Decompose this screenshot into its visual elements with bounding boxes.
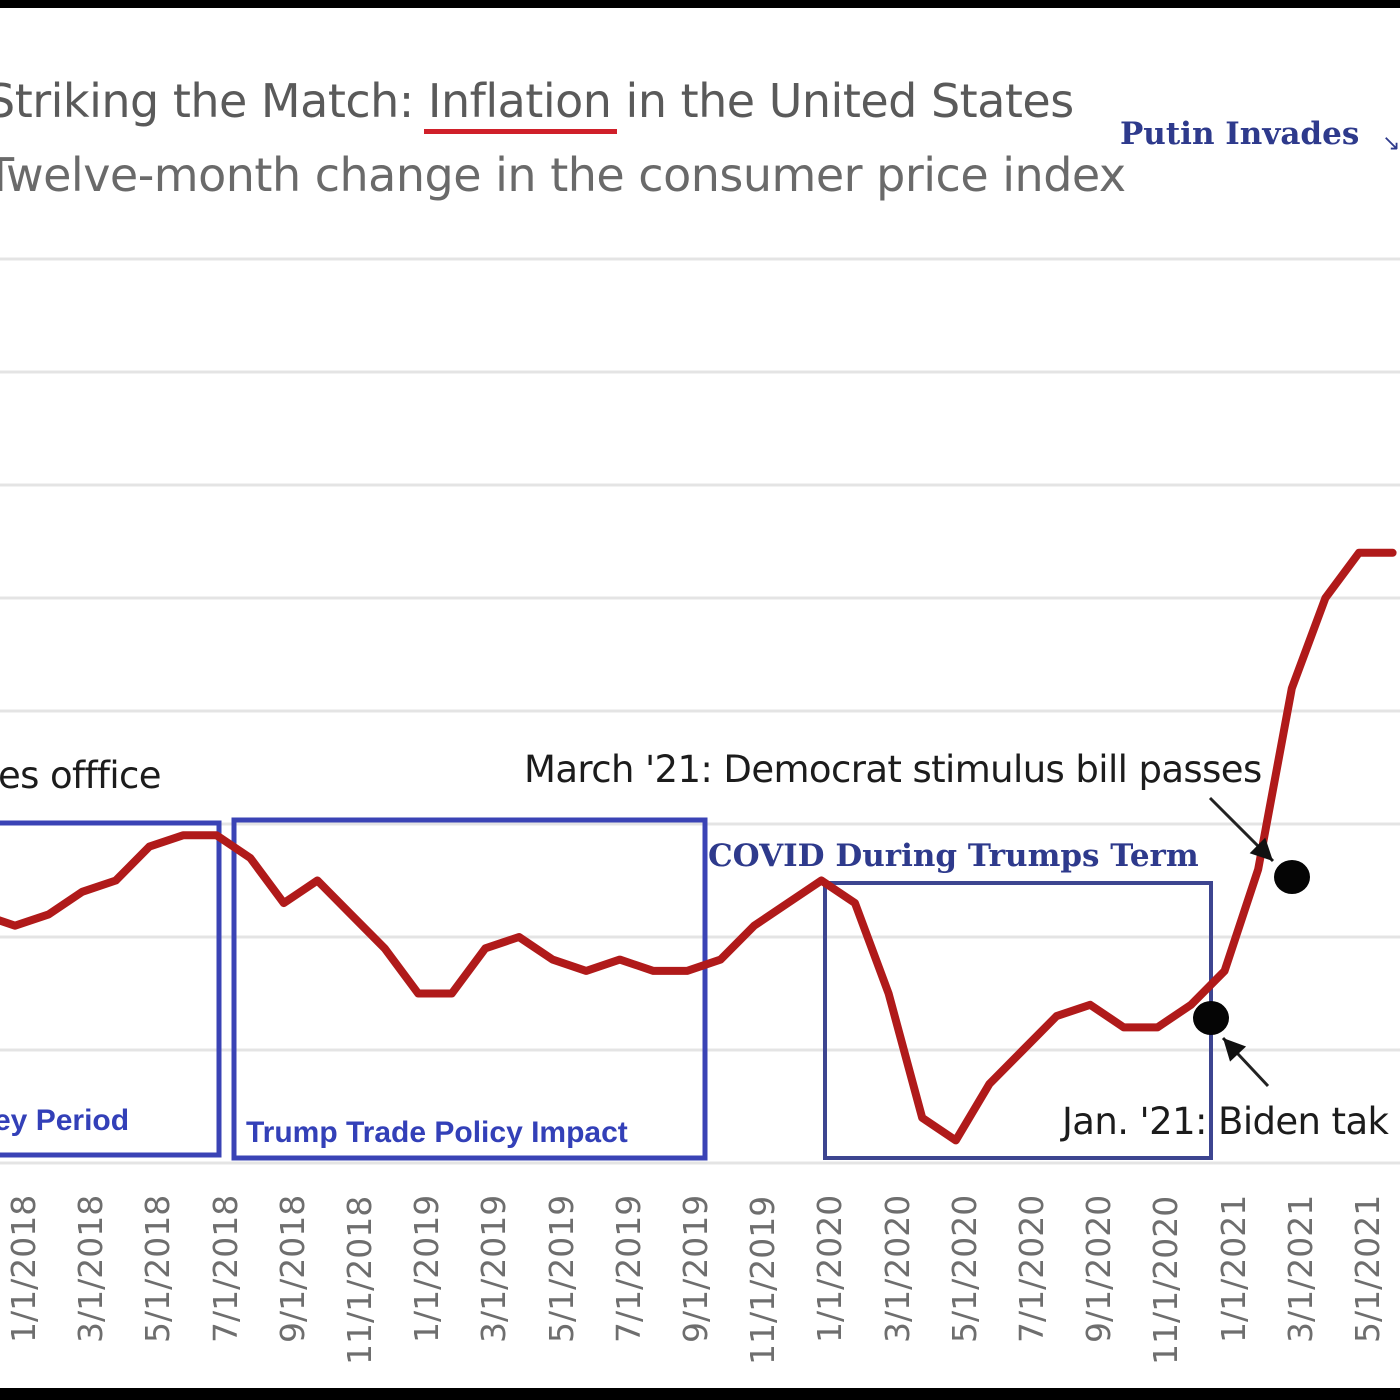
subtitle-text: Twelve-month change in the consumer pric… [0,148,1126,202]
chart-subtitle: Twelve-month change in the consumer pric… [0,148,1126,202]
x-tick-label: 7/1/2020 [1012,1194,1051,1343]
data-point-6-1-2018 [182,834,184,836]
period-box-1 [231,817,708,1161]
box-label-period: ey Period [0,1104,130,1137]
x-tick-label: 7/1/2019 [608,1194,648,1343]
x-tick-label: 3/1/2018 [71,1194,111,1343]
data-point-3-1-2019 [484,947,486,949]
chart-title: Striking the Match: Inflation in the Uni… [0,74,1074,128]
data-point-10-1-2020 [1123,1026,1125,1028]
data-point-7-1-2018 [216,834,218,836]
series-points [14,552,1394,1141]
x-tick-label: 1/1/2021 [1213,1194,1253,1343]
data-point-9-1-2019 [686,970,688,972]
box-label-trade: Trump Trade Policy Impact [246,1116,628,1149]
x-tick-label: 1/1/2019 [407,1194,447,1343]
data-point-5-1-2021 [1358,552,1360,554]
x-tick-label: 5/1/2021 [1348,1194,1387,1343]
data-point-12-1-2020 [1190,1004,1192,1006]
data-point-4-1-2021 [1324,597,1326,599]
data-point-11-1-2018 [350,913,352,915]
stimulus-arrow-head-icon [1249,837,1273,861]
arrow-icon: ↘ [1382,130,1400,155]
title-highlight: Inflation [427,74,612,128]
left-office-annotation: es offfice [0,754,162,797]
x-tick-label: 3/1/2019 [474,1194,514,1343]
data-point-3-1-2020 [888,993,890,994]
data-point-10-1-2018 [316,880,318,881]
data-point-3-1-2021 [1291,687,1293,689]
data-point-1-1-2020 [820,880,822,881]
data-point-4-1-2018 [115,880,117,881]
data-point-2-1-2021 [1257,868,1259,870]
data-point-3-1-2018 [81,891,83,893]
annotation-arrows [1208,796,1275,1088]
data-point-12-1-2018 [384,947,386,949]
putin-invades-annotation: Putin Invades [1120,116,1360,152]
biden-marker [1193,1001,1229,1035]
biden-arrow-head-icon [1223,1038,1247,1062]
x-tick-label: 5/1/2019 [541,1194,581,1343]
x-tick-label: 9/1/2019 [676,1194,715,1343]
data-point-4-1-2020 [921,1117,923,1119]
x-tick-label: 9/1/2018 [272,1194,312,1343]
stimulus-annotation: March '21: Democrat stimulus bill passes [524,748,1262,791]
data-point-8-1-2019 [652,970,654,972]
data-point-7-1-2020 [1022,1049,1024,1051]
data-point-5-1-2019 [552,959,554,961]
data-point-5-1-2020 [955,1139,957,1141]
data-point-7-1-2019 [619,959,621,961]
x-tick-label: 11/1/2019 [743,1195,783,1365]
x-tick-label: 11/1/2020 [1146,1195,1186,1365]
x-tick-label: 3/1/2020 [877,1194,917,1343]
x-tick-label: 11/1/2018 [340,1195,379,1365]
data-point-1-1-2019 [417,993,419,994]
data-point-8-1-2018 [249,857,251,859]
stimulus-marker [1274,860,1310,894]
data-point-6-1-2019 [585,970,587,972]
data-point-1-1-2021 [1224,970,1226,972]
data-point-2-1-2018 [48,913,50,915]
data-point-5-1-2018 [148,846,150,848]
chart-plot [0,257,1400,1165]
x-tick-label: 5/1/2018 [138,1194,178,1343]
data-point-2-1-2019 [451,993,453,994]
event-markers [1193,860,1310,1035]
covid-label: COVID During Trumps Term [708,838,1199,874]
x-tick-label: 7/1/2018 [205,1194,245,1343]
data-point-9-1-2018 [283,902,285,904]
data-point-11-1-2019 [753,925,755,927]
data-point-10-1-2019 [720,959,722,961]
data-point-8-1-2020 [1056,1015,1058,1017]
data-point-2-1-2020 [854,902,856,904]
data-point-12-1-2019 [787,902,789,904]
period-box-0 [0,820,222,1158]
data-point-11-1-2020 [1156,1026,1158,1028]
title-prefix: Striking the Match: [0,74,428,128]
title-suffix: in the United States [611,74,1075,128]
gridlines [0,257,1400,1165]
data-point-1-1-2018 [14,925,16,927]
x-tick-label: 1/1/2020 [810,1194,850,1343]
x-tick-label: 1/1/2018 [4,1194,43,1343]
chart-canvas: Striking the Match: Inflation in the Uni… [0,8,1400,1388]
data-point-6-1-2021 [1392,552,1394,554]
biden-annotation: Jan. '21: Biden tak [1062,1100,1389,1143]
x-tick-label: 9/1/2020 [1079,1194,1119,1343]
x-tick-label: 5/1/2020 [944,1194,984,1343]
data-point-4-1-2019 [518,936,520,938]
x-tick-label: 3/1/2021 [1280,1194,1320,1343]
data-point-9-1-2020 [1089,1004,1091,1006]
data-point-6-1-2020 [988,1083,990,1085]
